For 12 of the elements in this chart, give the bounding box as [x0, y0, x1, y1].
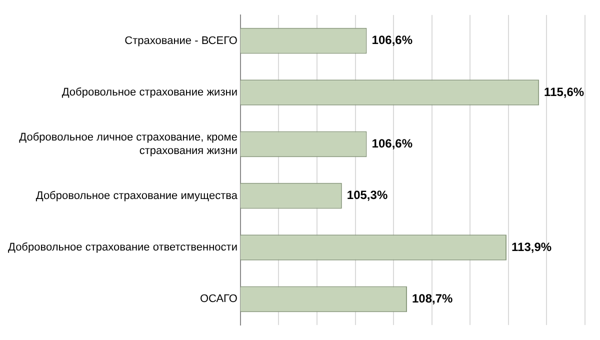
y-tick-label: Добровольное страхование ответственности	[8, 242, 238, 254]
y-tick-label: ОСАГО	[200, 293, 238, 306]
data-label: 105,3%	[346, 188, 388, 202]
y-tick-label: Добровольное страхование имущества	[36, 190, 238, 202]
data-label: 106,6%	[372, 136, 413, 150]
y-tick-label: Добровольное личное страхование, кроме страхования жизни	[19, 132, 238, 157]
data-label: 108,7%	[412, 291, 454, 306]
data-label: 115,6%	[544, 84, 584, 99]
y-tick-label: Добровольное страхование жизни	[62, 86, 238, 99]
data-label: 113,9%	[512, 240, 552, 254]
y-tick-label: Страхование - ВСЕГО	[124, 34, 238, 47]
data-label: 106,6%	[372, 33, 413, 48]
